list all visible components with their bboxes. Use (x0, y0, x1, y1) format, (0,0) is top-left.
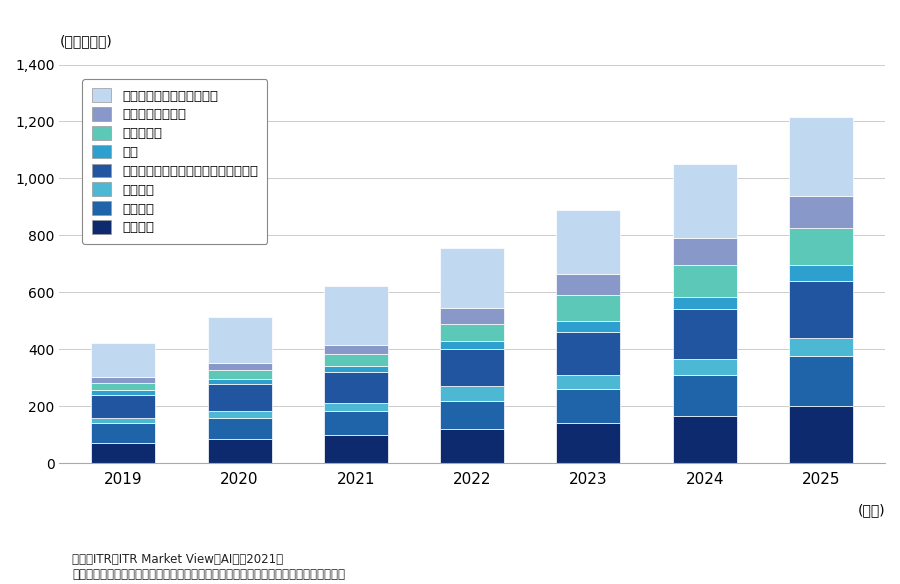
Bar (556, 274, 620, 296)
Bar (91, 343, 156, 377)
Bar (673, 375, 737, 416)
Bar (440, 429, 504, 463)
Text: 出典：ITR『ITR Market View：AI市场2021』: 出典：ITR『ITR Market View：AI市场2021』 (72, 554, 284, 566)
Bar (673, 416, 737, 463)
Bar (673, 265, 737, 297)
Text: (単位：億円): (単位：億円) (59, 34, 112, 48)
Bar (789, 406, 853, 463)
Bar (556, 321, 620, 332)
Bar (208, 378, 272, 384)
Bar (789, 265, 853, 281)
Text: (年度): (年度) (858, 503, 885, 517)
Bar (673, 310, 737, 359)
Bar (440, 324, 504, 341)
Bar (440, 248, 504, 308)
Bar (91, 377, 156, 383)
Bar (324, 345, 388, 354)
Bar (673, 297, 737, 310)
Bar (324, 411, 388, 435)
Bar (440, 341, 504, 349)
Bar (673, 164, 737, 238)
Bar (91, 443, 156, 463)
Bar (91, 383, 156, 390)
Bar (440, 349, 504, 387)
Bar (440, 387, 504, 401)
Bar (556, 210, 620, 274)
Bar (208, 439, 272, 463)
Bar (440, 401, 504, 429)
Bar (673, 359, 737, 375)
Bar (208, 412, 272, 418)
Bar (789, 228, 853, 265)
Bar (440, 308, 504, 324)
Bar (556, 390, 620, 423)
Bar (556, 423, 620, 463)
Text: ＊ベンダーの売上金額を対象とし、３月期ベースで換算。２０２１年度以降は予測値。: ＊ベンダーの売上金額を対象とし、３月期ベースで換算。２０２１年度以降は予測値。 (72, 568, 345, 581)
Bar (789, 117, 853, 196)
Bar (324, 366, 388, 372)
Bar (789, 338, 853, 356)
Bar (324, 372, 388, 404)
Bar (208, 363, 272, 370)
Bar (324, 354, 388, 366)
Bar (789, 196, 853, 228)
Bar (91, 418, 156, 423)
Bar (324, 404, 388, 411)
Bar (556, 296, 620, 321)
Bar (91, 395, 156, 418)
Bar (789, 281, 853, 338)
Bar (556, 375, 620, 390)
Legend: 機械学習プラットフォーム, 時系列データ分析, 検索・探索, 翻訳, テキスト・マイニング／ナレッジ活用, 音声合成, 音声認識, 画像認識: 機械学習プラットフォーム, 時系列データ分析, 検索・探索, 翻訳, テキスト・… (83, 79, 267, 244)
Bar (208, 370, 272, 378)
Bar (208, 384, 272, 412)
Bar (673, 238, 737, 265)
Bar (324, 435, 388, 463)
Bar (91, 390, 156, 395)
Bar (556, 332, 620, 375)
Bar (324, 286, 388, 345)
Bar (208, 418, 272, 439)
Bar (789, 356, 853, 406)
Bar (208, 318, 272, 363)
Bar (91, 423, 156, 443)
